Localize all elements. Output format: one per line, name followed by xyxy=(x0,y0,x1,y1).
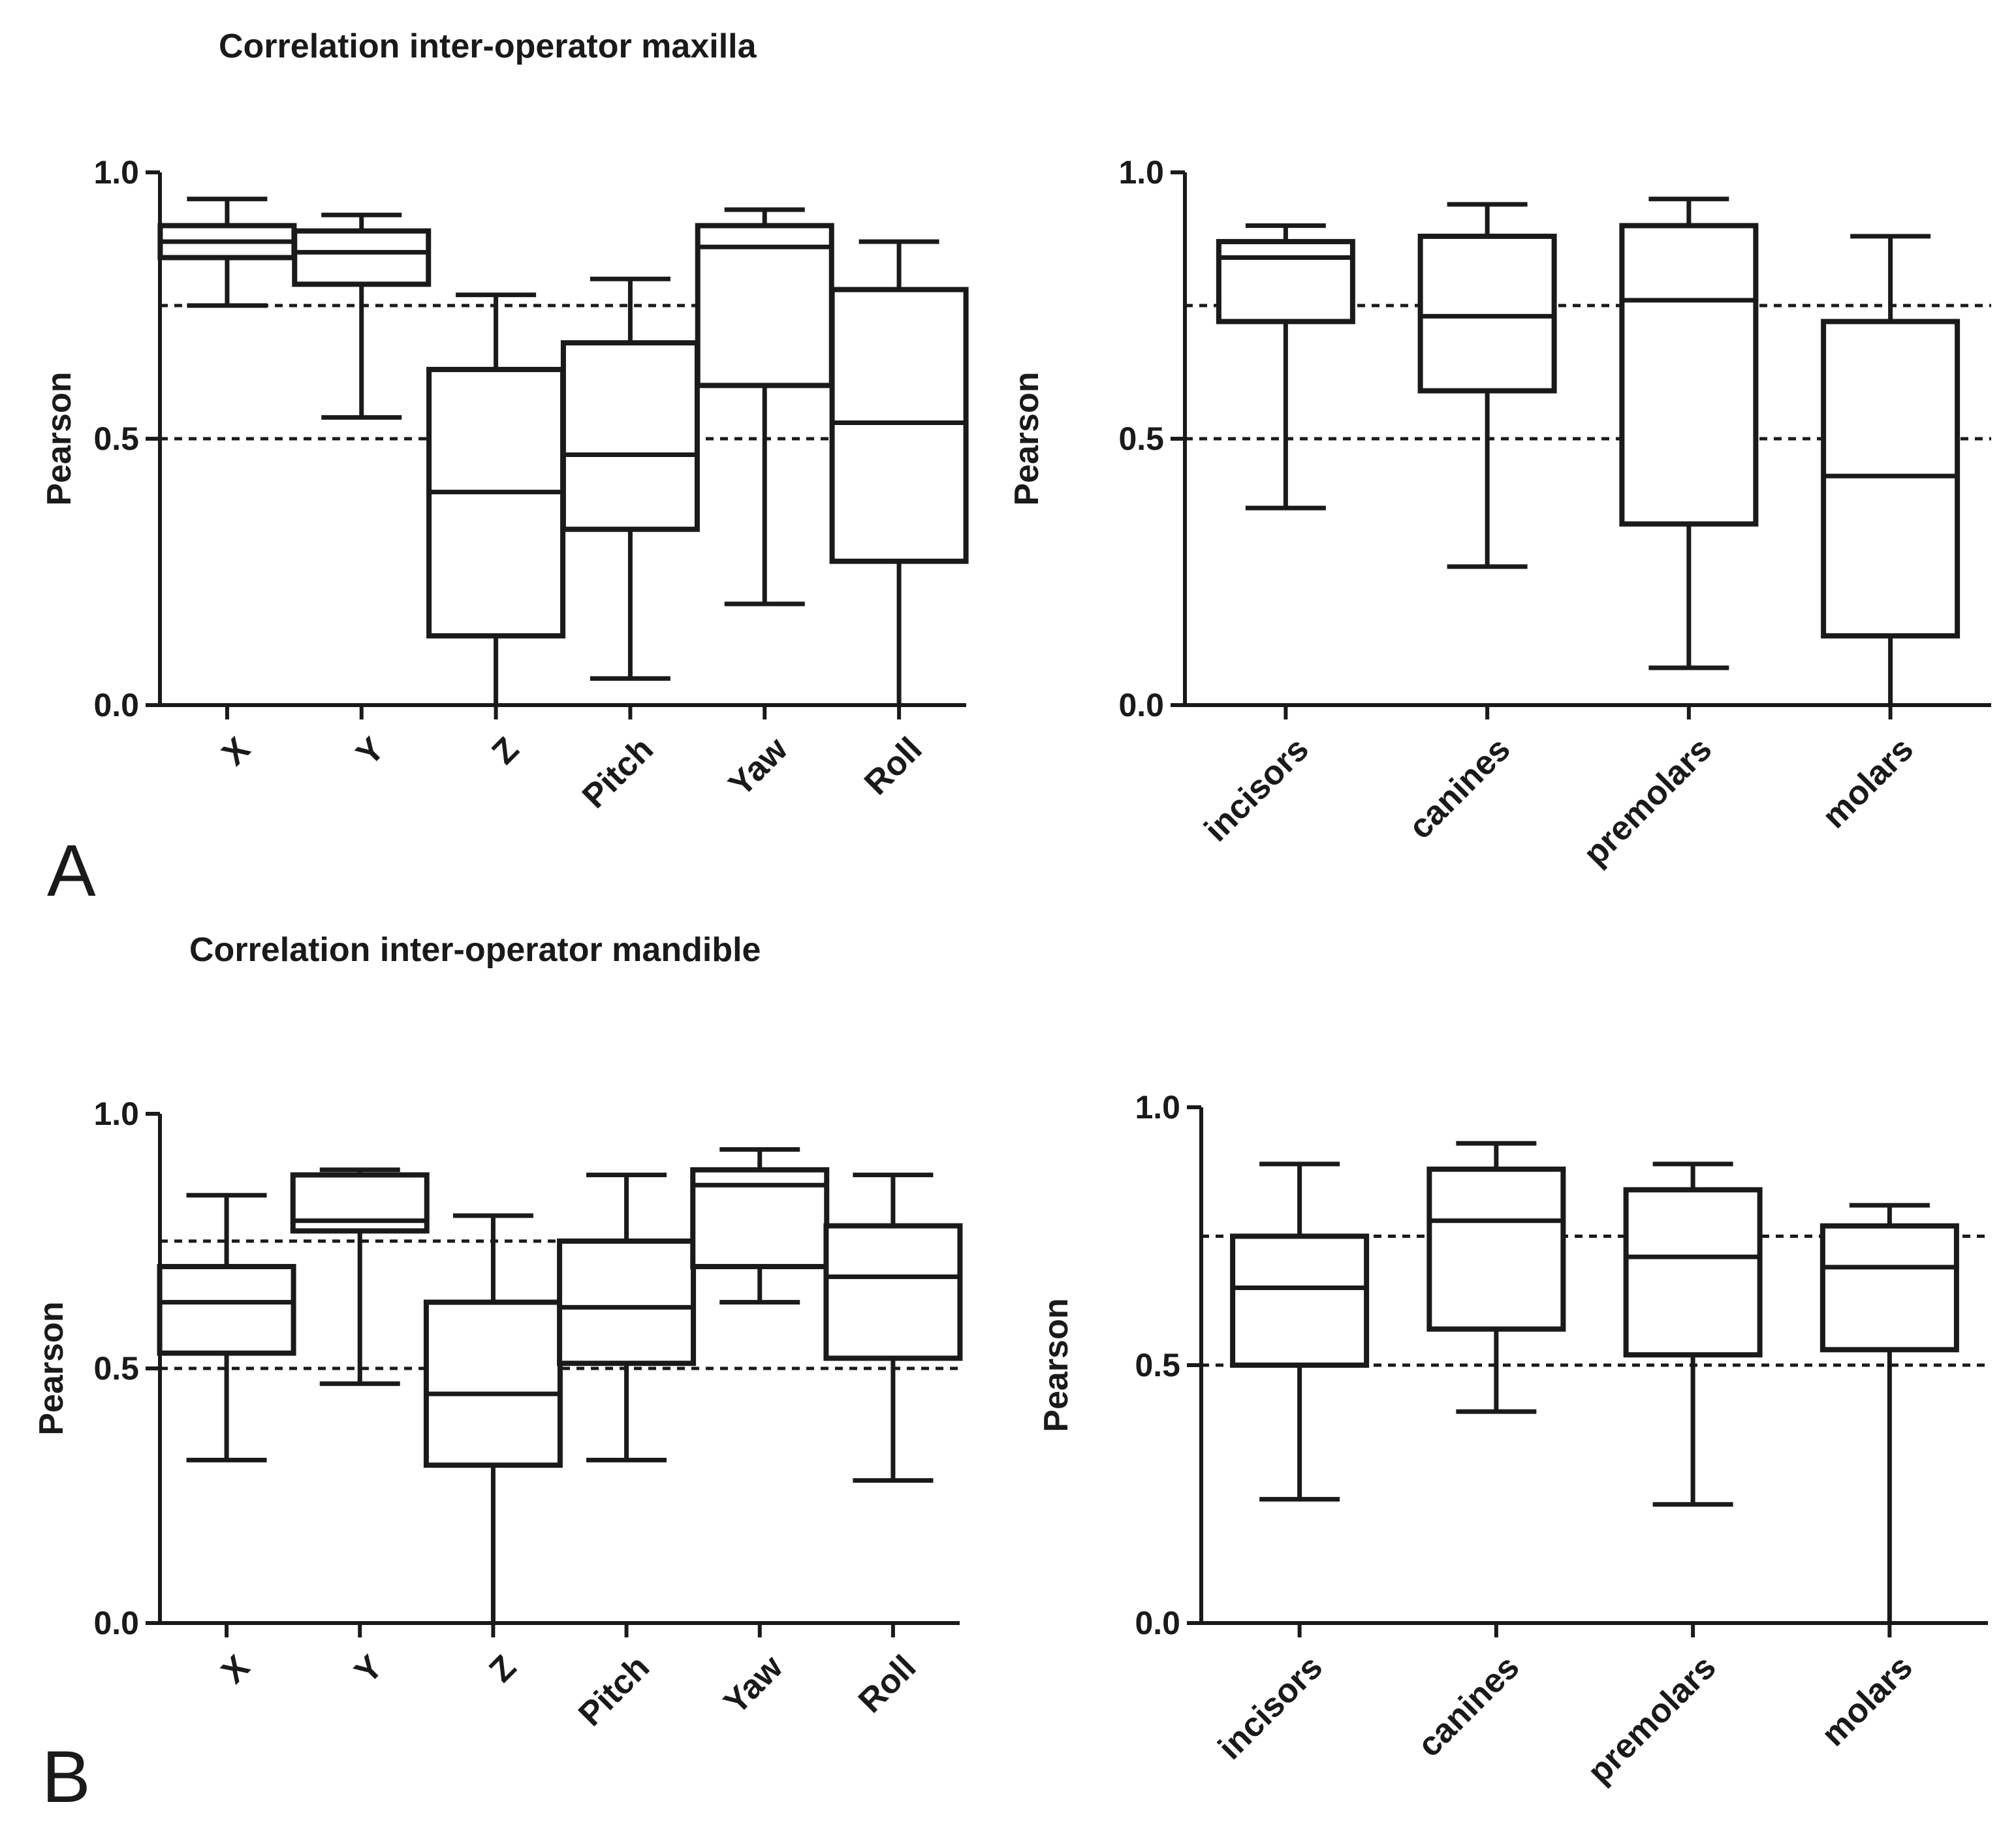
iqr-box xyxy=(1623,1187,1763,1358)
iqr-box xyxy=(823,1223,963,1361)
box-premolars xyxy=(1619,197,1759,670)
iqr-box xyxy=(423,1299,563,1468)
x-tick-label: Roll xyxy=(851,1648,923,1720)
box-canines xyxy=(1417,202,1557,569)
iqr-box xyxy=(157,1264,296,1356)
box-yaw xyxy=(695,207,834,607)
iqr-box xyxy=(292,228,432,287)
x-tick-label: premolars xyxy=(1577,730,1720,873)
y-tick-label: 1.0 xyxy=(1118,154,1164,191)
y-tick-label: 0.0 xyxy=(1118,687,1164,723)
x-tick-label: canines xyxy=(1410,1648,1526,1764)
y-tick-label: 0.5 xyxy=(1118,420,1164,457)
box-molars xyxy=(1821,234,1961,705)
iqr-box xyxy=(829,287,969,564)
x-tick-label: canines xyxy=(1402,730,1518,846)
y-tick-label: 0.0 xyxy=(1135,1605,1180,1641)
panel-b-title: Correlation inter-operator mandible xyxy=(189,931,761,969)
box-incisors xyxy=(1216,223,1355,511)
x-tick-label: incisors xyxy=(1197,730,1316,849)
y-axis-label: Pearson xyxy=(40,371,78,505)
iqr-box xyxy=(560,340,700,532)
iqr-box xyxy=(426,366,566,639)
panel-b-label: B xyxy=(42,1736,91,1818)
x-tick-label: Z xyxy=(485,730,526,771)
box-incisors xyxy=(1230,1161,1370,1502)
y-tick-label: 0.5 xyxy=(1135,1347,1180,1383)
box-roll xyxy=(829,239,969,705)
box-x xyxy=(157,197,297,308)
x-tick-label: Y xyxy=(347,1648,390,1691)
iqr-box xyxy=(1821,319,1961,639)
boxplot-b-left: 0.0 0.5 1.0 Pearson X Y Z Pitch Yaw Roll xyxy=(33,1096,963,1733)
box-y xyxy=(292,212,432,420)
iqr-box xyxy=(1417,233,1557,394)
y-tick-label: 0.0 xyxy=(93,1605,139,1641)
y-axis-label: Pearson xyxy=(1037,1298,1075,1432)
box-canines xyxy=(1426,1141,1566,1414)
x-tick-label: Y xyxy=(349,730,392,773)
charts-layer: 0.0 0.5 1.0 Pearson X Y Z Pitch Yaw Roll 0.0 0.5 1.0… xyxy=(33,154,1991,1791)
y-tick-label: 1.0 xyxy=(93,154,139,191)
iqr-box xyxy=(1216,239,1355,324)
box-z xyxy=(426,292,566,705)
x-tick-label: incisors xyxy=(1211,1648,1330,1767)
y-tick-label: 1.0 xyxy=(1135,1089,1180,1126)
y-tick-label: 0.5 xyxy=(93,420,139,457)
iqr-box xyxy=(1619,223,1759,527)
box-x xyxy=(157,1193,296,1462)
y-tick-label: 0.5 xyxy=(93,1350,139,1387)
iqr-box xyxy=(557,1238,697,1366)
y-axis-label: Pearson xyxy=(33,1301,71,1435)
y-tick-label: 0.0 xyxy=(93,687,139,723)
x-tick-label: Roll xyxy=(857,730,929,802)
box-roll xyxy=(823,1173,963,1483)
iqr-box xyxy=(1230,1233,1370,1368)
box-pitch xyxy=(557,1173,697,1462)
y-axis-label: Pearson xyxy=(1008,371,1046,505)
x-tick-label: Z xyxy=(482,1648,523,1689)
box-yaw xyxy=(690,1147,830,1305)
iqr-box xyxy=(1819,1223,1959,1353)
x-tick-label: X xyxy=(214,1648,257,1691)
panel-a-label: A xyxy=(47,830,96,911)
x-tick-label: molars xyxy=(1816,730,1921,836)
boxplot-a-right: 0.0 0.5 1.0 Pearson incisors canines premolars… xyxy=(1008,154,1991,873)
boxplot-a-left: 0.0 0.5 1.0 Pearson X Y Z Pitch Yaw Roll xyxy=(40,154,969,815)
x-tick-label: premolars xyxy=(1581,1648,1724,1791)
x-tick-label: Pitch xyxy=(571,1648,657,1733)
boxplot-b-right: 0.0 0.5 1.0 Pearson incisors canines premolars… xyxy=(1037,1089,1988,1791)
x-tick-label: Yaw xyxy=(721,730,795,804)
iqr-box xyxy=(1426,1166,1566,1332)
box-premolars xyxy=(1623,1161,1763,1507)
iqr-box xyxy=(695,223,834,388)
x-tick-label: molars xyxy=(1814,1648,1920,1754)
box-molars xyxy=(1819,1203,1959,1623)
x-tick-label: Pitch xyxy=(575,730,661,815)
panel-a-title: Correlation inter-operator maxilla xyxy=(219,27,757,65)
x-tick-label: X xyxy=(215,730,258,773)
box-pitch xyxy=(560,276,700,681)
box-y xyxy=(290,1167,430,1386)
x-tick-label: Yaw xyxy=(717,1648,791,1722)
y-tick-label: 1.0 xyxy=(93,1096,139,1132)
box-z xyxy=(423,1213,563,1623)
